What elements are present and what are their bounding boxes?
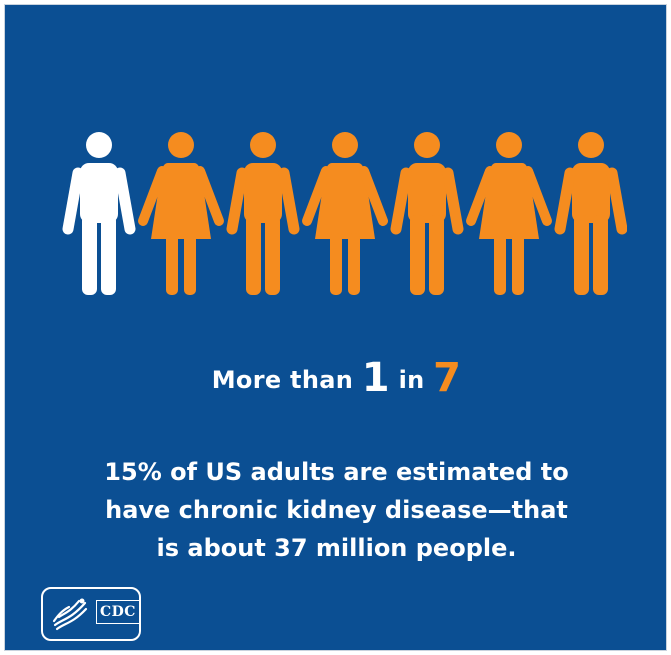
headline-numerator: 1 — [361, 355, 390, 401]
statistic-line-2: have chronic kidney disease—that — [105, 496, 568, 524]
headline-prefix: More than — [211, 366, 354, 394]
woman-figure-icon — [466, 132, 552, 295]
headline: More than 1 in 7 — [5, 355, 666, 401]
cdc-logo: CDC — [41, 587, 141, 641]
woman-figure-icon — [138, 132, 224, 295]
man-figure-icon — [554, 132, 627, 295]
headline-denominator: 7 — [433, 355, 462, 401]
people-row — [62, 132, 627, 295]
statistic-line-3: is about 37 million people. — [156, 534, 517, 562]
man-figure-icon — [390, 132, 464, 295]
statistic-text: 15% of US adults are estimated to have c… — [5, 453, 666, 567]
man-figure-icon — [226, 132, 300, 295]
woman-figure-icon — [302, 132, 388, 295]
statistic-line-1: 15% of US adults are estimated to — [104, 458, 569, 486]
headline-middle: in — [398, 366, 425, 394]
cdc-logo-text: CDC — [96, 600, 140, 624]
hhs-eagle-icon — [52, 598, 88, 631]
infographic-panel: More than 1 in 7 15% of US adults are es… — [4, 4, 667, 651]
man-figure-icon — [62, 132, 136, 295]
